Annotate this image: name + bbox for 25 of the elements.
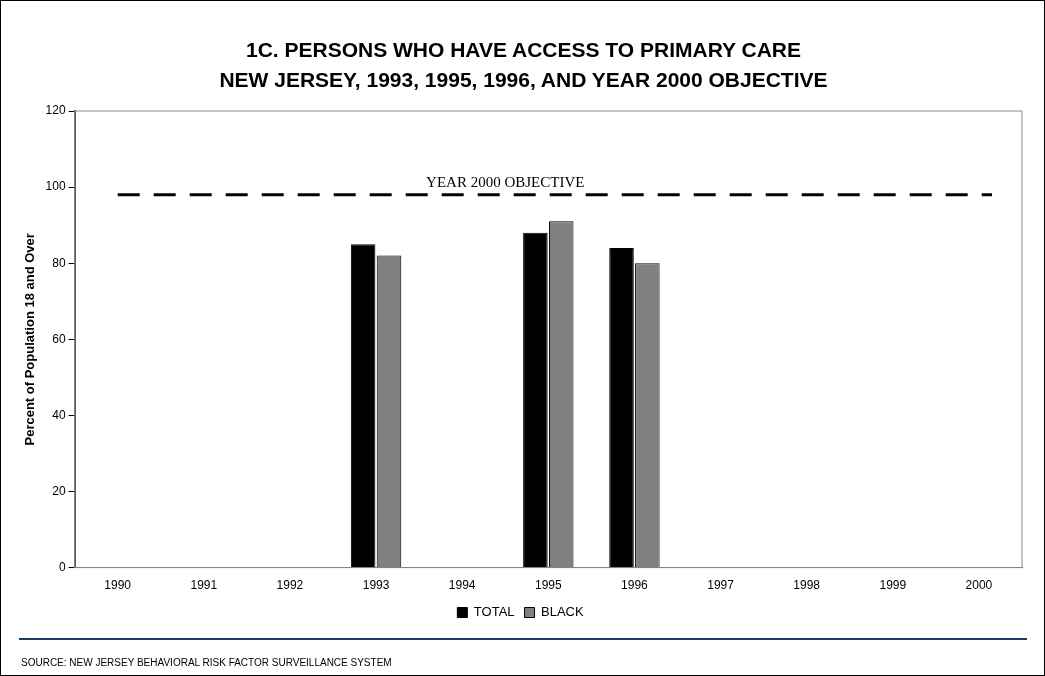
y-axis-title: Percent of Population 18 and Over	[22, 233, 38, 446]
y-tick-label: 100	[45, 179, 66, 194]
y-tick-label: 120	[45, 103, 66, 118]
y-tick-label: 20	[52, 483, 66, 498]
chart-subtitle: NEW JERSEY, 1993, 1995, 1996, AND YEAR 2000 OBJECTIVE	[218, 67, 829, 93]
y-tick-label: 40	[52, 407, 66, 422]
x-tick-label: 1997	[707, 578, 735, 593]
x-tick-label: 1993	[362, 578, 390, 593]
legend-label: BLACK	[541, 604, 584, 620]
x-tick-label: 2000	[965, 578, 993, 593]
y-tick-label: 60	[52, 331, 66, 346]
x-tick-label: 1994	[448, 578, 476, 593]
legend-label: TOTAL	[473, 604, 515, 620]
x-tick-label: 1996	[621, 578, 649, 593]
x-tick-label: 1990	[104, 578, 132, 593]
ref-line-label: YEAR 2000 OBJECTIVE	[426, 174, 585, 191]
x-tick-label: 1991	[190, 578, 218, 593]
x-tick-label: 1992	[276, 578, 304, 593]
x-tick-label: 1998	[793, 578, 821, 593]
source-note: SOURCE: NEW JERSEY BEHAVIORAL RISK FACTOR SURVEILLANCE SYSTEM	[21, 657, 392, 668]
y-tick-label: 80	[52, 255, 66, 270]
x-tick-label: 1999	[879, 578, 907, 593]
x-tick-label: 1995	[534, 578, 562, 593]
y-tick-label: 0	[58, 559, 66, 574]
chart-title: 1C. PERSONS WHO HAVE ACCESS TO PRIMARY CARE	[245, 37, 802, 63]
